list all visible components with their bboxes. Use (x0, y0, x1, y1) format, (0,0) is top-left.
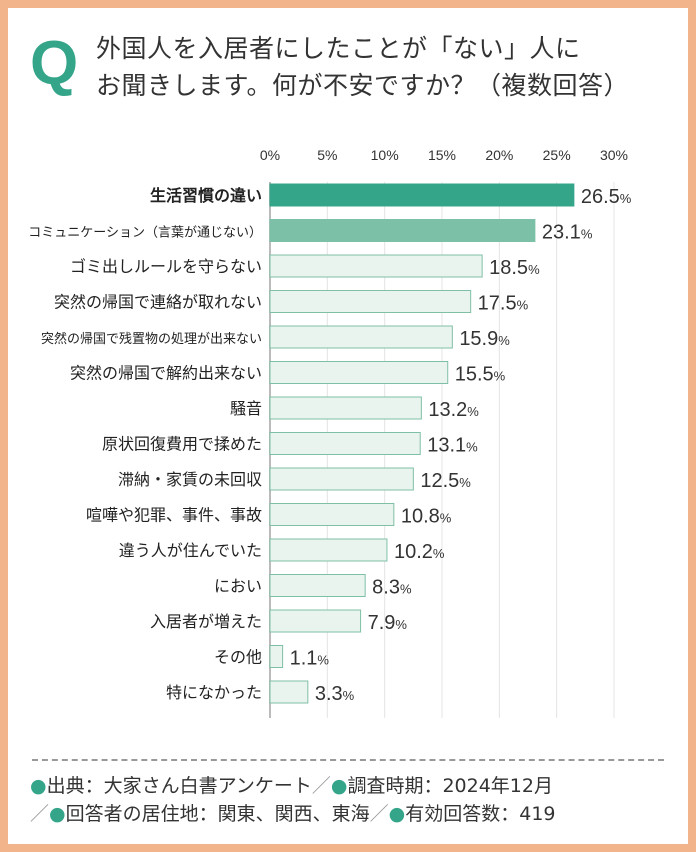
category-label: 滞納・家賃の未回収 (118, 470, 262, 489)
bar (269, 219, 536, 242)
category-label: 騒音 (230, 399, 262, 418)
x-tick-label: 15% (428, 147, 456, 163)
data-label: 13.1% (427, 435, 478, 457)
question-line-1: 外国人を入居者にしたことが「ない」人に (96, 34, 581, 63)
category-label: 突然の帰国で連絡が取れない (54, 293, 262, 312)
bar (269, 396, 422, 420)
data-label: 7.9% (368, 612, 408, 634)
bar (269, 254, 483, 278)
bar (269, 609, 362, 633)
separator: ／ (30, 803, 50, 825)
data-label: 12.5% (420, 470, 471, 492)
category-label: ゴミ出しルールを守らない (70, 257, 262, 276)
category-label: 突然の帰国で解約出来ない (70, 364, 262, 383)
bullet-icon: ● (30, 775, 47, 797)
data-label: 10.2% (394, 541, 445, 563)
x-tick-label: 0% (260, 147, 280, 163)
category-label: コミュニケーション（言葉が通じない） (28, 226, 262, 241)
data-label: 1.1% (290, 648, 330, 670)
valid-responses: 有効回答数：419 (405, 803, 556, 825)
bar (269, 503, 395, 526)
survey-card (8, 8, 688, 844)
category-label: 突然の帰国で残置物の処理が出来ない (41, 331, 262, 347)
bar (269, 325, 453, 349)
data-label: 18.5% (489, 257, 540, 279)
data-label: 13.2% (428, 399, 479, 421)
category-label: その他 (214, 648, 262, 667)
bar (269, 467, 414, 491)
x-tick-label: 20% (485, 147, 513, 163)
respondent-region: 回答者の居住地：関東、関西、東海 (65, 803, 370, 825)
separator: ／ (369, 803, 389, 825)
separator: ／ (311, 775, 331, 797)
bar (269, 538, 388, 562)
category-label: 生活習慣の違い (150, 186, 262, 205)
x-tick-label: 5% (317, 147, 337, 163)
data-label: 17.5% (478, 293, 529, 315)
x-tick-label: 30% (600, 147, 628, 163)
data-label: 3.3% (315, 683, 355, 705)
data-label: 15.5% (455, 364, 506, 386)
survey-period: 調査時期：2024年12月 (347, 775, 553, 797)
bar (269, 290, 472, 313)
category-label: 入居者が増えた (150, 612, 262, 631)
data-label: 8.3% (372, 577, 412, 599)
bar (269, 680, 309, 704)
bar (269, 183, 575, 207)
category-label: におい (214, 577, 262, 596)
question-title: 外国人を入居者にしたことが「ない」人に お聞きします。何が不安ですか？（複数回答… (96, 30, 629, 104)
bullet-icon: ● (330, 775, 348, 797)
q-mark: Q (30, 29, 79, 98)
bar (269, 574, 366, 597)
bar (269, 361, 449, 384)
data-label: 10.8% (401, 506, 452, 528)
x-tick-label: 10% (371, 147, 399, 163)
bar-chart: 0% 5% 10% 15% 20% 25% 30% 生活習慣の違い 26.5% コミュニケーション… (28, 147, 632, 718)
bar (269, 432, 421, 455)
divider (32, 759, 664, 761)
bullet-icon: ● (49, 803, 66, 825)
x-tick-label: 25% (543, 147, 571, 163)
data-label: 15.9% (459, 328, 510, 350)
data-label: 26.5% (581, 186, 632, 208)
question-line-2: お聞きします。何が不安ですか？（複数回答） (96, 71, 630, 100)
data-label: 23.1% (542, 222, 593, 244)
source: 出典：大家さん白書アンケート (46, 775, 312, 797)
bar (269, 645, 284, 668)
footer: ●出典：大家さん白書アンケート／●調査時期：2024年12月 ／●回答者の居住地… (30, 772, 556, 828)
category-label: 特になかった (166, 683, 262, 702)
bullet-icon: ● (388, 803, 406, 825)
category-label: 原状回復費用で揉めた (102, 435, 262, 454)
category-label: 喧嘩や犯罪、事件、事故 (86, 506, 262, 525)
category-label: 違う人が住んでいた (119, 541, 262, 560)
